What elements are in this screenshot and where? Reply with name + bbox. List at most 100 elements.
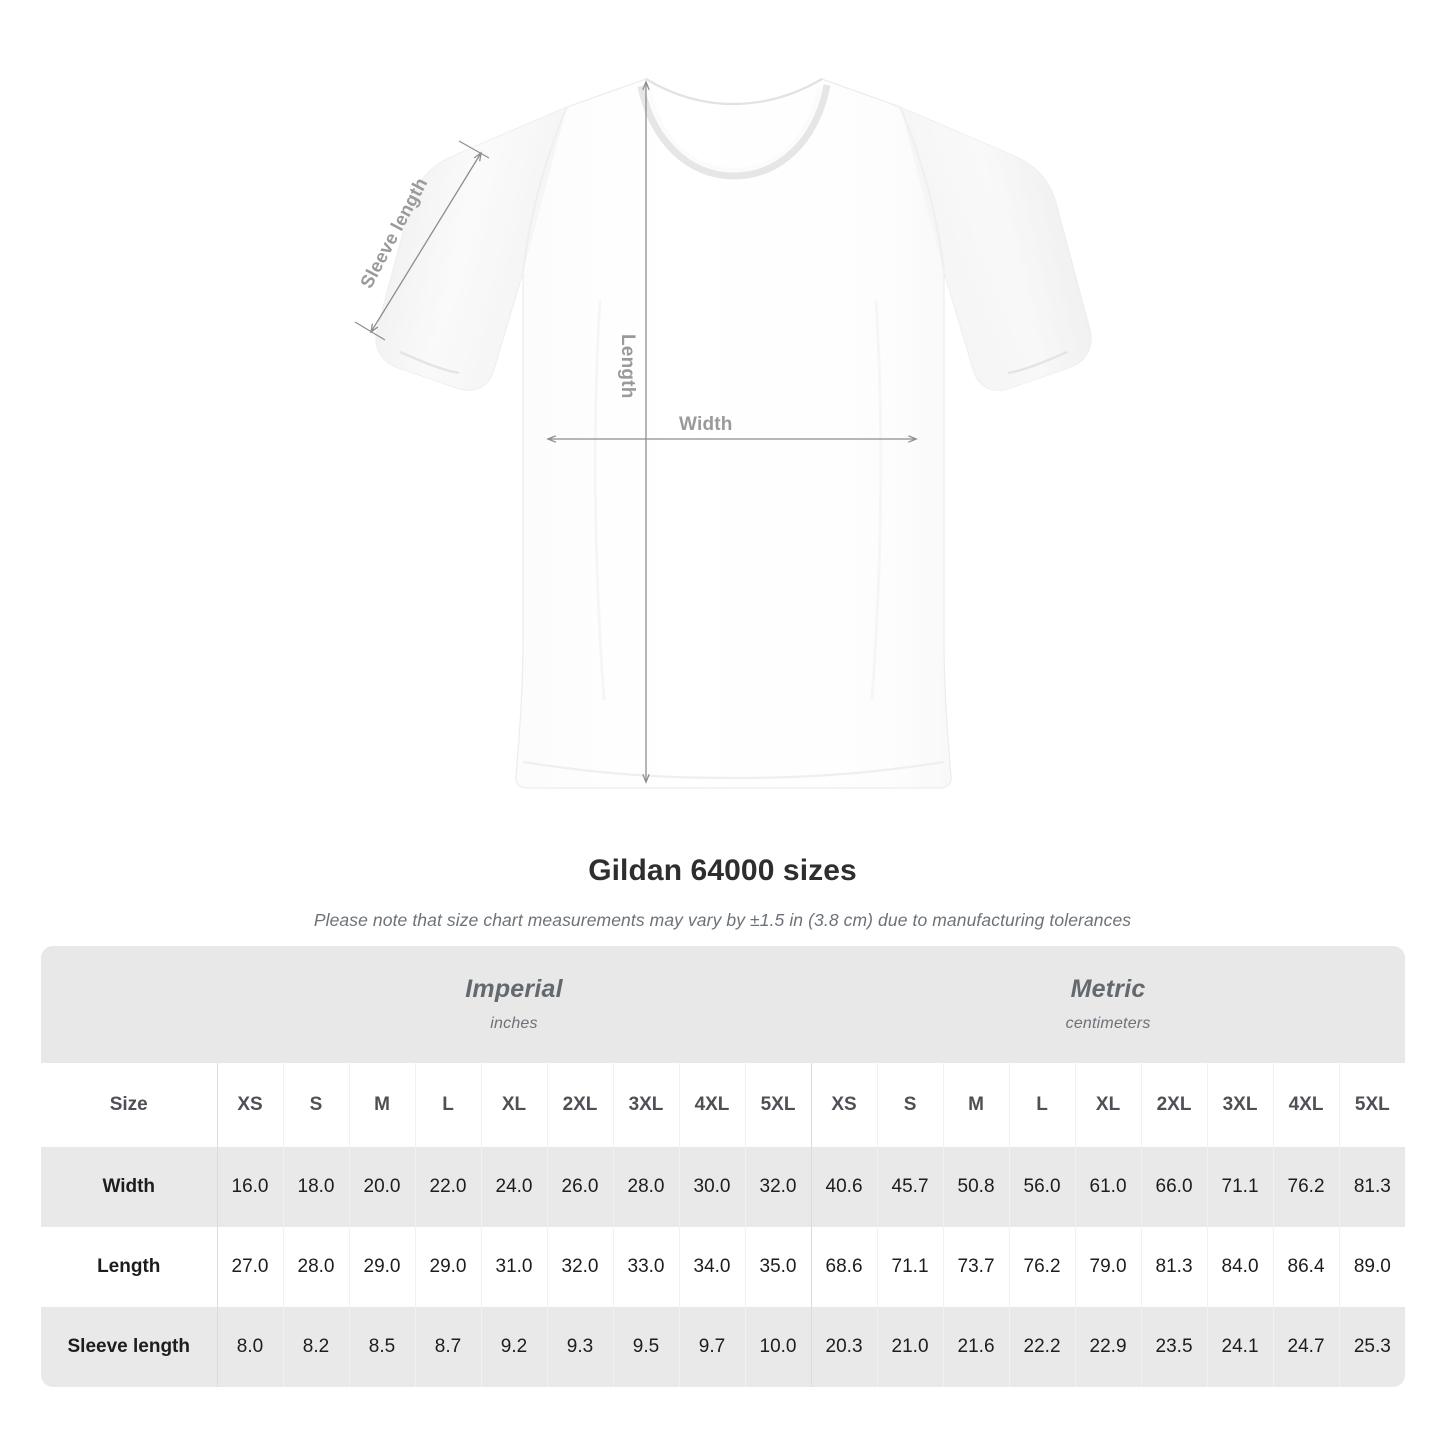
sleeve-length-arrow <box>371 153 481 332</box>
size-header-metric-4xl: 4XL <box>1272 1063 1340 1147</box>
size-header-imperial-3xl: 3XL <box>612 1063 679 1147</box>
cell-imperial: 27.0 <box>216 1227 283 1307</box>
size-header-imperial-5xl: 5XL <box>744 1063 812 1147</box>
cell-metric: 24.7 <box>1272 1307 1340 1387</box>
cell-metric: 56.0 <box>1008 1147 1076 1227</box>
title-block: Gildan 64000 sizes Please note that size… <box>0 840 1445 931</box>
unit-header-imperial: Imperial inches <box>217 946 812 1063</box>
size-header-imperial-2xl: 2XL <box>546 1063 613 1147</box>
cell-metric: 73.7 <box>942 1227 1010 1307</box>
size-header-imperial-l: L <box>414 1063 481 1147</box>
cell-metric: 68.6 <box>810 1227 878 1307</box>
cell-metric: 71.1 <box>1206 1147 1274 1227</box>
unit-sub-imperial: inches <box>490 1015 538 1033</box>
cell-imperial: 30.0 <box>678 1147 745 1227</box>
size-header-imperial-xs: XS <box>216 1063 283 1147</box>
cell-imperial: 35.0 <box>744 1227 812 1307</box>
page-title: Gildan 64000 sizes <box>588 854 857 887</box>
cell-metric: 86.4 <box>1272 1227 1340 1307</box>
cell-metric: 21.0 <box>876 1307 944 1387</box>
cell-metric: 76.2 <box>1008 1227 1076 1307</box>
size-header-metric-m: M <box>942 1063 1010 1147</box>
cell-metric: 89.0 <box>1338 1227 1406 1307</box>
cell-imperial: 8.5 <box>348 1307 415 1387</box>
size-header-metric-xs: XS <box>810 1063 878 1147</box>
unit-header-spacer <box>41 946 217 1063</box>
cell-imperial: 24.0 <box>480 1147 547 1227</box>
cell-metric: 23.5 <box>1140 1307 1208 1387</box>
sleeve-tick-top <box>458 140 490 159</box>
size-header-metric-l: L <box>1008 1063 1076 1147</box>
row-label: Sleeve length <box>41 1307 217 1387</box>
size-header-imperial-xl: XL <box>480 1063 547 1147</box>
unit-header-row: Imperial inches Metric centimeters <box>41 946 1406 1063</box>
table-row: Length 27.0 28.0 29.0 29.0 31.0 32.0 33.0 34.0 35… <box>41 1227 1406 1307</box>
cell-imperial: 9.2 <box>480 1307 547 1387</box>
size-chart-table: Imperial inches Metric centimeters Size XS S M L… <box>41 946 1406 1387</box>
cell-metric: 66.0 <box>1140 1147 1208 1227</box>
size-header-imperial-s: S <box>282 1063 349 1147</box>
size-column-header: Size <box>41 1063 217 1147</box>
unit-header-metric: Metric centimeters <box>811 946 1406 1063</box>
cell-imperial: 28.0 <box>282 1227 349 1307</box>
cell-imperial: 8.0 <box>216 1307 283 1387</box>
cell-metric: 84.0 <box>1206 1227 1274 1307</box>
cell-imperial: 34.0 <box>678 1227 745 1307</box>
tolerance-note: Please note that size chart measurements… <box>313 910 1132 930</box>
size-header-row: Size XS S M L XL 2XL 3XL 4XL 5XL XS S M L XL 2XL 3XL 4XL 5… <box>41 1063 1406 1147</box>
cell-metric: 40.6 <box>810 1147 878 1227</box>
size-header-metric-5xl: 5XL <box>1338 1063 1406 1147</box>
cell-imperial: 9.3 <box>546 1307 613 1387</box>
cell-metric: 76.2 <box>1272 1147 1340 1227</box>
cell-imperial: 32.0 <box>546 1227 613 1307</box>
cell-imperial: 29.0 <box>348 1227 415 1307</box>
cell-imperial: 22.0 <box>414 1147 481 1227</box>
unit-sub-metric: centimeters <box>1065 1015 1151 1033</box>
row-label: Width <box>41 1147 217 1227</box>
cell-metric: 61.0 <box>1074 1147 1142 1227</box>
table-row: Width 16.0 18.0 20.0 22.0 24.0 26.0 28.0 30.0 32.… <box>41 1147 1406 1227</box>
cell-metric: 81.3 <box>1140 1227 1208 1307</box>
table-row: Sleeve length 8.0 8.2 8.5 8.7 9.2 9.3 9.5 9.7 10.… <box>41 1307 1406 1387</box>
size-header-metric-s: S <box>876 1063 944 1147</box>
cell-metric: 22.2 <box>1008 1307 1076 1387</box>
cell-metric: 20.3 <box>810 1307 878 1387</box>
cell-metric: 50.8 <box>942 1147 1010 1227</box>
row-label: Length <box>41 1227 217 1307</box>
cell-imperial: 18.0 <box>282 1147 349 1227</box>
cell-metric: 45.7 <box>876 1147 944 1227</box>
cell-imperial: 9.7 <box>678 1307 745 1387</box>
cell-metric: 21.6 <box>942 1307 1010 1387</box>
cell-imperial: 32.0 <box>744 1147 812 1227</box>
cell-imperial: 29.0 <box>414 1227 481 1307</box>
cell-imperial: 9.5 <box>612 1307 679 1387</box>
length-label: Length <box>617 334 638 399</box>
cell-imperial: 8.2 <box>282 1307 349 1387</box>
measurement-lines <box>354 82 916 782</box>
size-header-metric-3xl: 3XL <box>1206 1063 1274 1147</box>
size-header-imperial-4xl: 4XL <box>678 1063 745 1147</box>
cell-imperial: 10.0 <box>744 1307 812 1387</box>
cell-metric: 22.9 <box>1074 1307 1142 1387</box>
cell-imperial: 28.0 <box>612 1147 679 1227</box>
size-header-metric-xl: XL <box>1074 1063 1142 1147</box>
cell-metric: 71.1 <box>876 1227 944 1307</box>
cell-metric: 24.1 <box>1206 1307 1274 1387</box>
cell-imperial: 33.0 <box>612 1227 679 1307</box>
size-chart-table-wrap: Imperial inches Metric centimeters Size XS S M L… <box>41 946 1406 1387</box>
size-header-metric-2xl: 2XL <box>1140 1063 1208 1147</box>
cell-imperial: 20.0 <box>348 1147 415 1227</box>
unit-name-metric: Metric <box>1070 974 1146 1003</box>
cell-imperial: 8.7 <box>414 1307 481 1387</box>
tshirt-illustration <box>354 78 1092 789</box>
cell-imperial: 16.0 <box>216 1147 283 1227</box>
cell-metric: 25.3 <box>1338 1307 1406 1387</box>
unit-name-imperial: Imperial <box>465 974 563 1003</box>
cell-metric: 81.3 <box>1338 1147 1406 1227</box>
width-label: Width <box>679 414 733 435</box>
shirt-shape <box>375 78 1092 789</box>
tshirt-diagram: Sleeve length Length Width <box>354 78 1092 789</box>
cell-imperial: 31.0 <box>480 1227 547 1307</box>
cell-metric: 79.0 <box>1074 1227 1142 1307</box>
sleeve-tick-bottom <box>354 321 386 341</box>
